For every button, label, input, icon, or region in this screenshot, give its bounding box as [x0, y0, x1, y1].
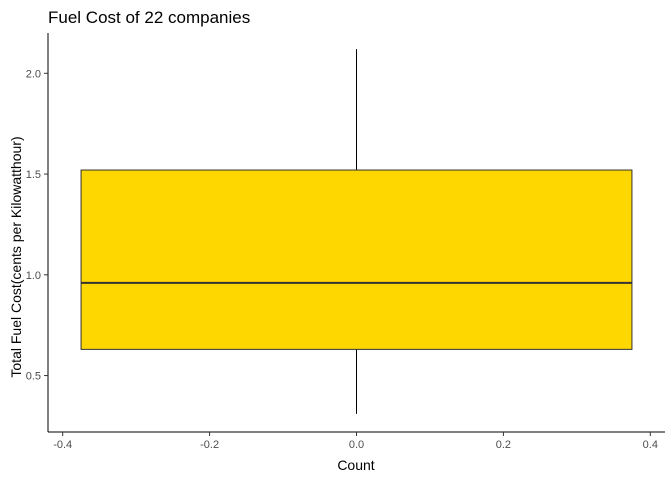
x-tick-label: 0.0 [349, 439, 364, 451]
chart-title: Fuel Cost of 22 companies [48, 8, 250, 27]
plot-area [80, 49, 633, 414]
x-tick-label: -0.2 [200, 439, 219, 451]
x-tick-label: 0.2 [496, 439, 511, 451]
y-tick-label: 1.0 [26, 270, 41, 282]
y-axis-title: Total Fuel Cost(cents per Kilowatthour) [8, 136, 24, 377]
x-tick-label: 0.4 [643, 439, 658, 451]
x-axis-ticks: -0.4 -0.2 0.0 0.2 0.4 [53, 432, 658, 451]
y-axis-ticks: 0.5 1.0 1.5 2.0 [26, 68, 48, 383]
y-tick-label: 0.5 [26, 371, 41, 383]
x-axis-title: Count [337, 457, 374, 473]
iqr-box [80, 169, 633, 350]
x-tick-label: -0.4 [53, 439, 72, 451]
y-tick-label: 2.0 [26, 68, 41, 80]
y-tick-label: 1.5 [26, 169, 41, 181]
